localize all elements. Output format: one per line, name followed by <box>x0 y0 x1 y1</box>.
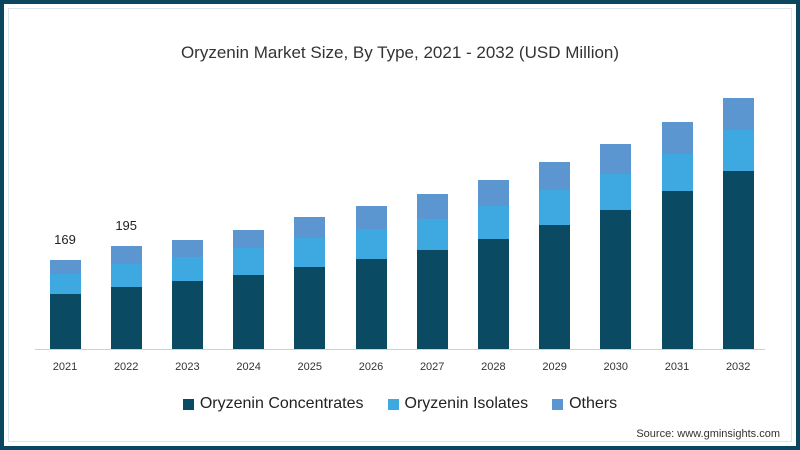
bar-2031 <box>661 121 693 349</box>
bar-segment-oryzenin-isolates <box>539 189 571 226</box>
data-label: 169 <box>54 231 76 247</box>
bar-segment-oryzenin-concentrates <box>416 249 448 349</box>
bar-segment-oryzenin-isolates <box>294 238 326 268</box>
chart-inner-border <box>8 8 792 442</box>
source-note: Source: www.gminsights.com <box>636 428 780 440</box>
bar-segment-oryzenin-isolates <box>355 228 387 260</box>
bar-2025 <box>294 217 326 349</box>
bar-segment-oryzenin-isolates <box>49 274 81 295</box>
bar-segment-oryzenin-concentrates <box>233 274 265 349</box>
bar-segment-oryzenin-isolates <box>661 154 693 191</box>
bar-segment-oryzenin-isolates <box>171 256 203 282</box>
legend-swatch-icon <box>387 398 399 410</box>
legend-item: Oryzenin Isolates <box>387 395 529 413</box>
bar-2022 <box>110 246 142 349</box>
bar-2023 <box>171 240 203 349</box>
legend-swatch-icon <box>182 398 194 410</box>
bar-segment-oryzenin-isolates <box>233 248 265 275</box>
legend-label: Oryzenin Concentrates <box>199 395 364 412</box>
bar-segment-others <box>355 206 387 229</box>
plot-area: 169 195 <box>35 80 765 350</box>
x-tick-label: 2028 <box>481 361 506 373</box>
legend-label: Oryzenin Isolates <box>404 395 529 412</box>
bar-segment-others <box>233 229 265 249</box>
legend: Oryzenin Concentrates Oryzenin Isolates Ot… <box>0 395 800 413</box>
bar-segment-oryzenin-isolates <box>722 130 754 172</box>
bar-segment-others <box>539 161 571 190</box>
bar-segment-oryzenin-isolates <box>110 264 142 288</box>
bar-2027 <box>416 194 448 349</box>
x-tick-label: 2023 <box>175 361 200 373</box>
bar-segment-oryzenin-isolates <box>600 174 632 210</box>
x-tick-label: 2025 <box>297 361 323 373</box>
bar-segment-others <box>477 179 509 206</box>
bar-segment-others <box>416 194 448 219</box>
bar-segment-oryzenin-concentrates <box>294 267 326 349</box>
x-tick-label: 2027 <box>419 361 445 373</box>
x-axis-line <box>35 349 765 350</box>
bar-2024 <box>233 229 265 349</box>
bar-segment-oryzenin-concentrates <box>539 225 571 349</box>
bar-segment-others <box>171 240 203 257</box>
legend-label: Others <box>569 395 618 412</box>
bar-2030 <box>600 144 632 349</box>
bar-segment-oryzenin-concentrates <box>722 171 754 349</box>
bar-segment-others <box>294 217 326 239</box>
legend-swatch-icon <box>552 398 564 410</box>
bar-segment-oryzenin-concentrates <box>661 190 693 349</box>
x-tick-label: 2024 <box>236 361 261 373</box>
bar-2028 <box>477 179 509 349</box>
x-tick-label: 2026 <box>358 361 384 373</box>
bar-segment-oryzenin-concentrates <box>600 209 632 349</box>
x-tick-label: 2030 <box>603 361 629 373</box>
bar-segment-others <box>600 144 632 175</box>
bar-2032 <box>722 97 754 349</box>
x-tick-label: 2029 <box>542 361 567 373</box>
bar-segment-others <box>722 97 754 131</box>
bar-segment-oryzenin-isolates <box>477 205 509 240</box>
x-tick-label: 2031 <box>664 361 690 373</box>
bar-segment-oryzenin-concentrates <box>110 287 142 349</box>
x-tick-label: 2032 <box>725 361 751 373</box>
x-tick-label: 2022 <box>113 361 139 373</box>
legend-item: Others <box>552 395 617 413</box>
bar-segment-others <box>110 246 142 265</box>
bar-2026 <box>355 206 387 349</box>
bar-segment-oryzenin-concentrates <box>477 239 509 349</box>
x-tick-label: 2021 <box>52 361 78 373</box>
bar-segment-oryzenin-concentrates <box>355 259 387 349</box>
bar-segment-others <box>49 259 81 275</box>
bar-segment-oryzenin-concentrates <box>49 294 81 349</box>
bar-segment-oryzenin-isolates <box>416 218 448 250</box>
bar-segment-oryzenin-concentrates <box>171 281 203 349</box>
data-label: 195 <box>115 218 138 234</box>
legend-item: Oryzenin Concentrates <box>182 395 364 413</box>
bar-segment-others <box>661 121 693 155</box>
bar-2029 <box>539 161 571 349</box>
bar-2021 <box>49 259 81 349</box>
chart-title: Oryzenin Market Size, By Type, 2021 - 20… <box>180 43 620 62</box>
